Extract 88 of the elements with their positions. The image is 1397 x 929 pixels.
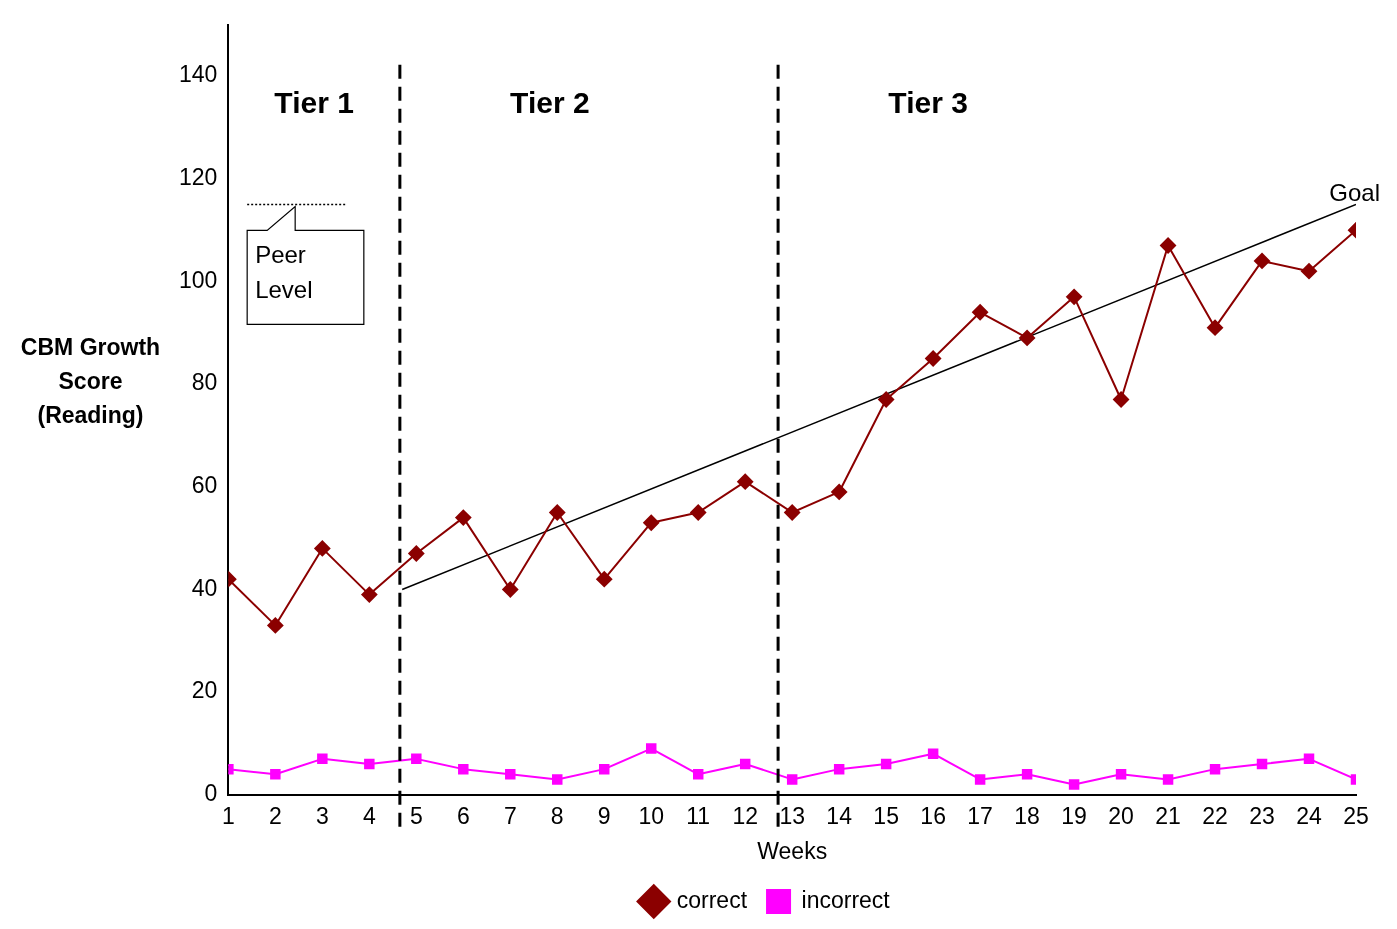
annotation: Tier 3 — [888, 86, 968, 120]
y-tick-label: 100 — [179, 266, 218, 293]
point — [505, 769, 516, 780]
point — [1301, 263, 1318, 280]
x-tick-label: 10 — [638, 802, 665, 829]
point — [1254, 252, 1271, 269]
point — [878, 391, 895, 408]
point — [831, 483, 848, 500]
series-label: Peer Level — [255, 241, 313, 304]
legend-label: incorrect — [801, 886, 891, 913]
x-tick-label: 23 — [1249, 802, 1275, 829]
x-tick-label: 4 — [362, 802, 376, 829]
point — [786, 774, 798, 785]
y-tick-label: 40 — [191, 574, 218, 601]
x-tick-label: 18 — [1014, 802, 1040, 829]
point — [1209, 763, 1221, 775]
point — [317, 753, 328, 765]
point — [364, 758, 375, 770]
y-tick-label: 60 — [191, 472, 218, 499]
x-tick-label: 14 — [826, 802, 853, 829]
point — [502, 581, 519, 598]
x-tick-label: 5 — [409, 802, 423, 829]
point — [455, 509, 472, 526]
point — [1115, 769, 1127, 780]
x-tick-label: 9 — [597, 802, 611, 829]
y-tick-label: 140 — [179, 61, 218, 88]
x-tick-label: 22 — [1202, 802, 1228, 829]
point — [692, 769, 704, 780]
point — [1068, 779, 1080, 790]
point — [974, 774, 986, 785]
point — [739, 758, 751, 770]
point — [552, 774, 563, 785]
point — [270, 769, 281, 780]
point — [880, 758, 892, 770]
x-tick-label: 12 — [732, 802, 758, 829]
point — [972, 304, 989, 321]
point — [267, 617, 284, 634]
annotation: Tier 1 — [274, 86, 354, 120]
point — [1162, 774, 1174, 785]
point — [690, 504, 707, 521]
x-tick-label: 13 — [779, 802, 805, 829]
annotation: Tier 2 — [510, 86, 590, 120]
point — [643, 514, 660, 531]
x-tick-label: 19 — [1061, 802, 1087, 829]
x-tick-label: 1 — [221, 802, 235, 829]
point — [1021, 769, 1033, 780]
point — [1113, 391, 1130, 408]
y-tick-label: 20 — [191, 677, 218, 704]
point — [408, 545, 425, 562]
x-tick-label: 24 — [1296, 802, 1323, 829]
y-axis-title: CBM Growth Score (Reading) — [19, 333, 162, 430]
x-tick-label: 16 — [920, 802, 946, 829]
point — [737, 473, 754, 490]
x-tick-label: 11 — [686, 802, 711, 829]
point — [927, 748, 939, 759]
x-tick-label: 3 — [315, 802, 329, 829]
point — [361, 586, 378, 603]
x-tick-label: 17 — [967, 802, 993, 829]
point — [1256, 758, 1268, 770]
x-tick-label: 7 — [503, 802, 517, 829]
x-tick-label: 20 — [1108, 802, 1134, 829]
point — [314, 540, 331, 557]
point — [458, 763, 469, 775]
point — [549, 504, 566, 521]
point — [596, 571, 613, 588]
x-tick-label: 8 — [550, 802, 564, 829]
point — [599, 763, 610, 775]
x-tick-label: 15 — [873, 802, 899, 829]
x-tick-label: 2 — [268, 802, 282, 829]
point — [1303, 753, 1315, 765]
legend-label: correct — [676, 886, 748, 913]
y-tick-label: 80 — [191, 369, 218, 396]
x-axis-title: Weeks — [757, 837, 828, 864]
point — [645, 743, 657, 754]
point — [1160, 237, 1177, 254]
point — [411, 753, 422, 765]
point — [784, 504, 801, 521]
point — [1066, 288, 1083, 305]
y-tick-label: 0 — [204, 780, 218, 807]
x-tick-label: 6 — [456, 802, 470, 829]
point — [833, 763, 845, 775]
point — [1019, 329, 1036, 346]
point — [1207, 319, 1224, 336]
point — [925, 350, 942, 367]
x-tick-label: 25 — [1343, 802, 1369, 829]
series-label: Goal — [1329, 179, 1380, 207]
y-tick-label: 120 — [179, 164, 218, 191]
x-tick-label: 21 — [1155, 802, 1181, 829]
